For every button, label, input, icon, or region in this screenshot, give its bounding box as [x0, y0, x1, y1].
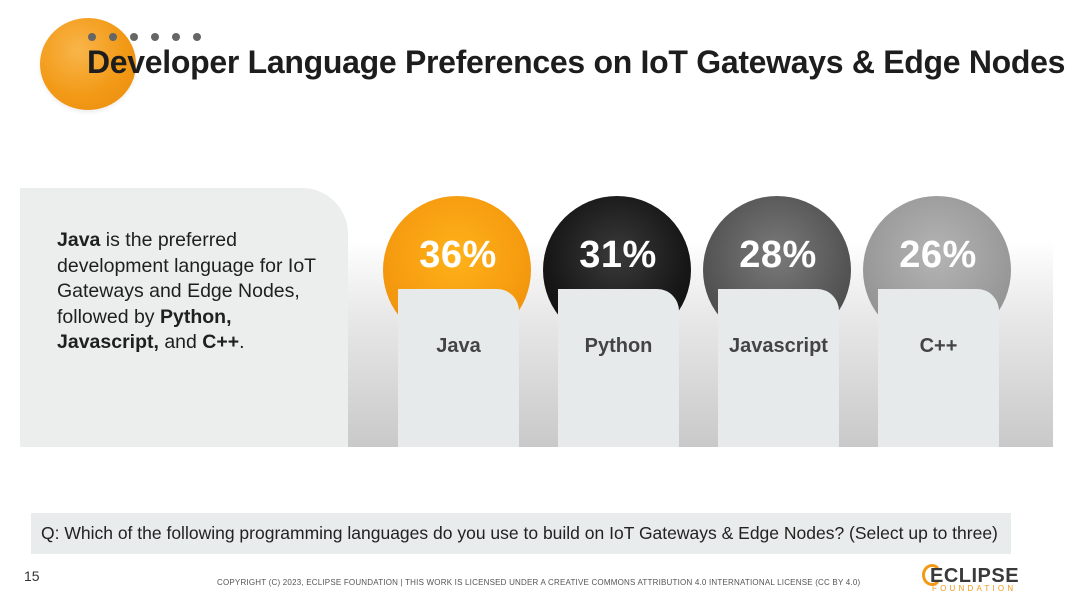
language-column: 28% Javascript [703, 196, 853, 447]
summary-bold-cpp: C++ [202, 331, 240, 353]
logo-subtitle: FOUNDATION [932, 584, 1017, 593]
percentage-label: 36% [419, 234, 497, 276]
logo-wordmark: ECLIPSE [930, 565, 1020, 587]
percentage-label: 28% [739, 234, 817, 276]
dot-icon [109, 33, 117, 41]
summary-text-2: and [158, 331, 203, 353]
dot-icon [193, 33, 201, 41]
dot-icon [172, 33, 180, 41]
summary-text-3: . [239, 331, 245, 353]
dot-icon [88, 33, 96, 41]
summary-text-1: is the preferred development language fo… [57, 229, 316, 328]
survey-question: Q: Which of the following programming la… [31, 513, 1011, 554]
language-card: C++ [878, 289, 999, 447]
dot-icon [130, 33, 138, 41]
eclipse-foundation-logo: ECLIPSE FOUNDATION [922, 562, 1032, 598]
language-column: 31% Python [543, 196, 693, 447]
eclipse-arc-icon [922, 564, 942, 586]
language-name: Java [436, 335, 481, 357]
language-column: 36% Java [383, 196, 533, 447]
language-card: Java [398, 289, 519, 447]
summary-bold-javascript: Javascript, [57, 331, 159, 353]
copyright-notice: COPYRIGHT (C) 2023, ECLIPSE FOUNDATION |… [217, 578, 861, 587]
decorative-dots [88, 33, 201, 41]
percentage-label: 31% [579, 234, 657, 276]
language-name: Javascript [729, 335, 828, 357]
percentage-label: 26% [899, 234, 977, 276]
summary-bold-python: Python, [159, 305, 232, 328]
dot-icon [151, 33, 159, 41]
language-name: C++ [919, 335, 958, 357]
decorative-orange-circle [40, 18, 136, 110]
language-card: Python [558, 289, 679, 447]
language-card: Javascript [718, 289, 839, 447]
summary-bold-java: Java [57, 229, 101, 251]
summary-panel: Java is the preferred development langua… [20, 188, 348, 447]
language-name: Python [584, 335, 653, 357]
question-text: Q: Which of the following programming la… [41, 523, 998, 543]
language-column: 26% C++ [863, 196, 1013, 447]
page-number: 15 [24, 568, 40, 584]
page-title: Developer Language Preferences on IoT Ga… [87, 44, 1066, 80]
summary-text: Java is the preferred development langua… [57, 228, 329, 356]
